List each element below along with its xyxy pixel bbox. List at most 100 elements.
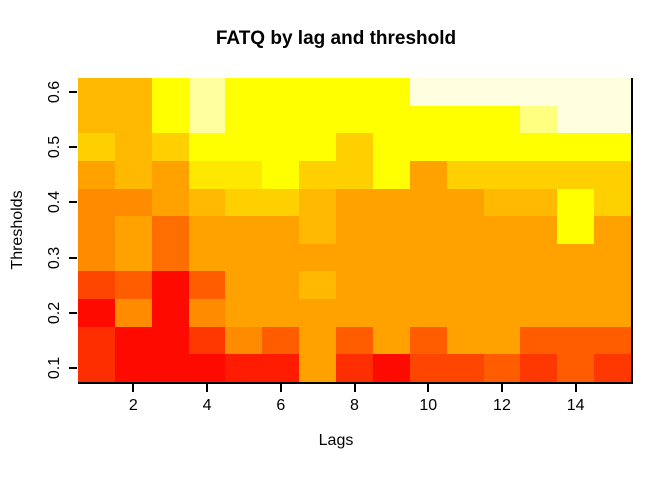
heatmap-cell <box>262 188 300 217</box>
heatmap-cell <box>483 188 521 217</box>
heatmap-cell <box>78 326 116 355</box>
heatmap-cell <box>225 216 263 245</box>
heatmap-cell <box>336 243 374 273</box>
heatmap-cell <box>594 133 632 162</box>
heatmap-cell <box>557 105 595 134</box>
heatmap-cell <box>557 160 595 190</box>
heatmap-cell <box>409 326 448 355</box>
heatmap-cell <box>557 271 595 300</box>
heatmap-cell <box>114 299 153 328</box>
heatmap-cell <box>225 160 263 190</box>
heatmap-cell <box>483 326 521 355</box>
heatmap-cell <box>594 243 632 273</box>
heatmap-cell <box>151 160 190 190</box>
x-axis-tick <box>574 384 577 392</box>
heatmap-cell <box>594 354 632 383</box>
y-tick-label: 0.4 <box>46 191 63 214</box>
heatmap-cell <box>594 271 632 300</box>
heatmap-cell <box>225 188 263 217</box>
heatmap-cell <box>557 299 595 328</box>
heatmap-cell <box>78 188 116 217</box>
y-axis-tick <box>69 367 77 370</box>
x-axis-tick <box>427 384 430 392</box>
heatmap-cell <box>594 188 632 217</box>
y-tick-label: 0.2 <box>46 301 63 325</box>
heatmap-cell <box>78 271 116 300</box>
heatmap-cell <box>483 133 521 162</box>
heatmap-cell <box>409 133 448 162</box>
heatmap-cell <box>299 188 337 217</box>
heatmap-cell <box>409 271 448 300</box>
heatmap-cell <box>336 299 374 328</box>
heatmap-cell <box>557 243 595 273</box>
heatmap-cell <box>483 354 521 383</box>
heatmap-cell <box>446 271 485 300</box>
chart-title: FATQ by lag and threshold <box>215 28 457 49</box>
heatmap-cell <box>151 105 190 134</box>
heatmap-cell <box>78 354 116 383</box>
heatmap-cell <box>299 243 337 273</box>
heatmap-cell <box>446 105 485 134</box>
heatmap-cell <box>520 271 558 300</box>
heatmap-cell <box>225 133 263 162</box>
heatmap-cell <box>225 299 263 328</box>
heatmap-cell <box>483 78 521 107</box>
heatmap-cell <box>151 354 190 383</box>
heatmap-cell <box>151 243 190 273</box>
heatmap-cell <box>78 160 116 190</box>
heatmap-cell <box>114 354 153 383</box>
heatmap-cell <box>114 326 153 355</box>
heatmap-cell <box>336 354 374 383</box>
heatmap-cell <box>372 133 411 162</box>
heatmap-cell <box>188 354 227 383</box>
heatmap-cell <box>483 216 521 245</box>
heatmap-cell <box>114 216 153 245</box>
heatmap-cell <box>557 326 595 355</box>
heatmap-cell <box>409 216 448 245</box>
heatmap-cell <box>336 160 374 190</box>
x-axis-tick <box>353 384 356 392</box>
plot-right-border-line <box>631 78 633 384</box>
y-tick-label: 0.3 <box>46 246 63 269</box>
x-tick-label: 14 <box>566 397 585 414</box>
heatmap-cell <box>188 78 227 107</box>
heatmap-cell <box>188 243 227 273</box>
heatmap-cell <box>446 216 485 245</box>
heatmap-cell <box>225 78 263 107</box>
heatmap-cell <box>225 354 263 383</box>
heatmap-cell <box>372 243 411 273</box>
heatmap-cell <box>594 105 632 134</box>
heatmap-cell <box>557 78 595 107</box>
y-tick-label: 0.5 <box>46 135 63 159</box>
heatmap-cell <box>151 188 190 217</box>
heatmap-cell <box>336 133 374 162</box>
heatmap-cell <box>409 105 448 134</box>
heatmap-cell <box>299 160 337 190</box>
heatmap-cell <box>409 188 448 217</box>
x-axis-tick <box>500 384 503 392</box>
heatmap-cell <box>151 133 190 162</box>
heatmap-cell <box>483 299 521 328</box>
heatmap-cell <box>594 78 632 107</box>
heatmap-cell <box>520 326 558 355</box>
heatmap-cell <box>446 188 485 217</box>
heatmap-cell <box>262 133 300 162</box>
x-axis-tick <box>132 384 135 392</box>
heatmap-cell <box>446 243 485 273</box>
heatmap-cell <box>151 216 190 245</box>
heatmap-cell <box>151 78 190 107</box>
heatmap-cell <box>557 354 595 383</box>
heatmap-cell <box>225 326 263 355</box>
heatmap-cell <box>336 216 374 245</box>
heatmap-cell <box>372 216 411 245</box>
heatmap-cell <box>446 326 485 355</box>
heatmap-cell <box>188 160 227 190</box>
heatmap-cell <box>520 243 558 273</box>
heatmap-cell <box>483 271 521 300</box>
heatmap-cell <box>262 160 300 190</box>
x-axis-line <box>78 382 633 384</box>
heatmap-cell <box>225 243 263 273</box>
heatmap-cell <box>262 105 300 134</box>
heatmap-cell <box>372 105 411 134</box>
heatmap-cell <box>594 299 632 328</box>
